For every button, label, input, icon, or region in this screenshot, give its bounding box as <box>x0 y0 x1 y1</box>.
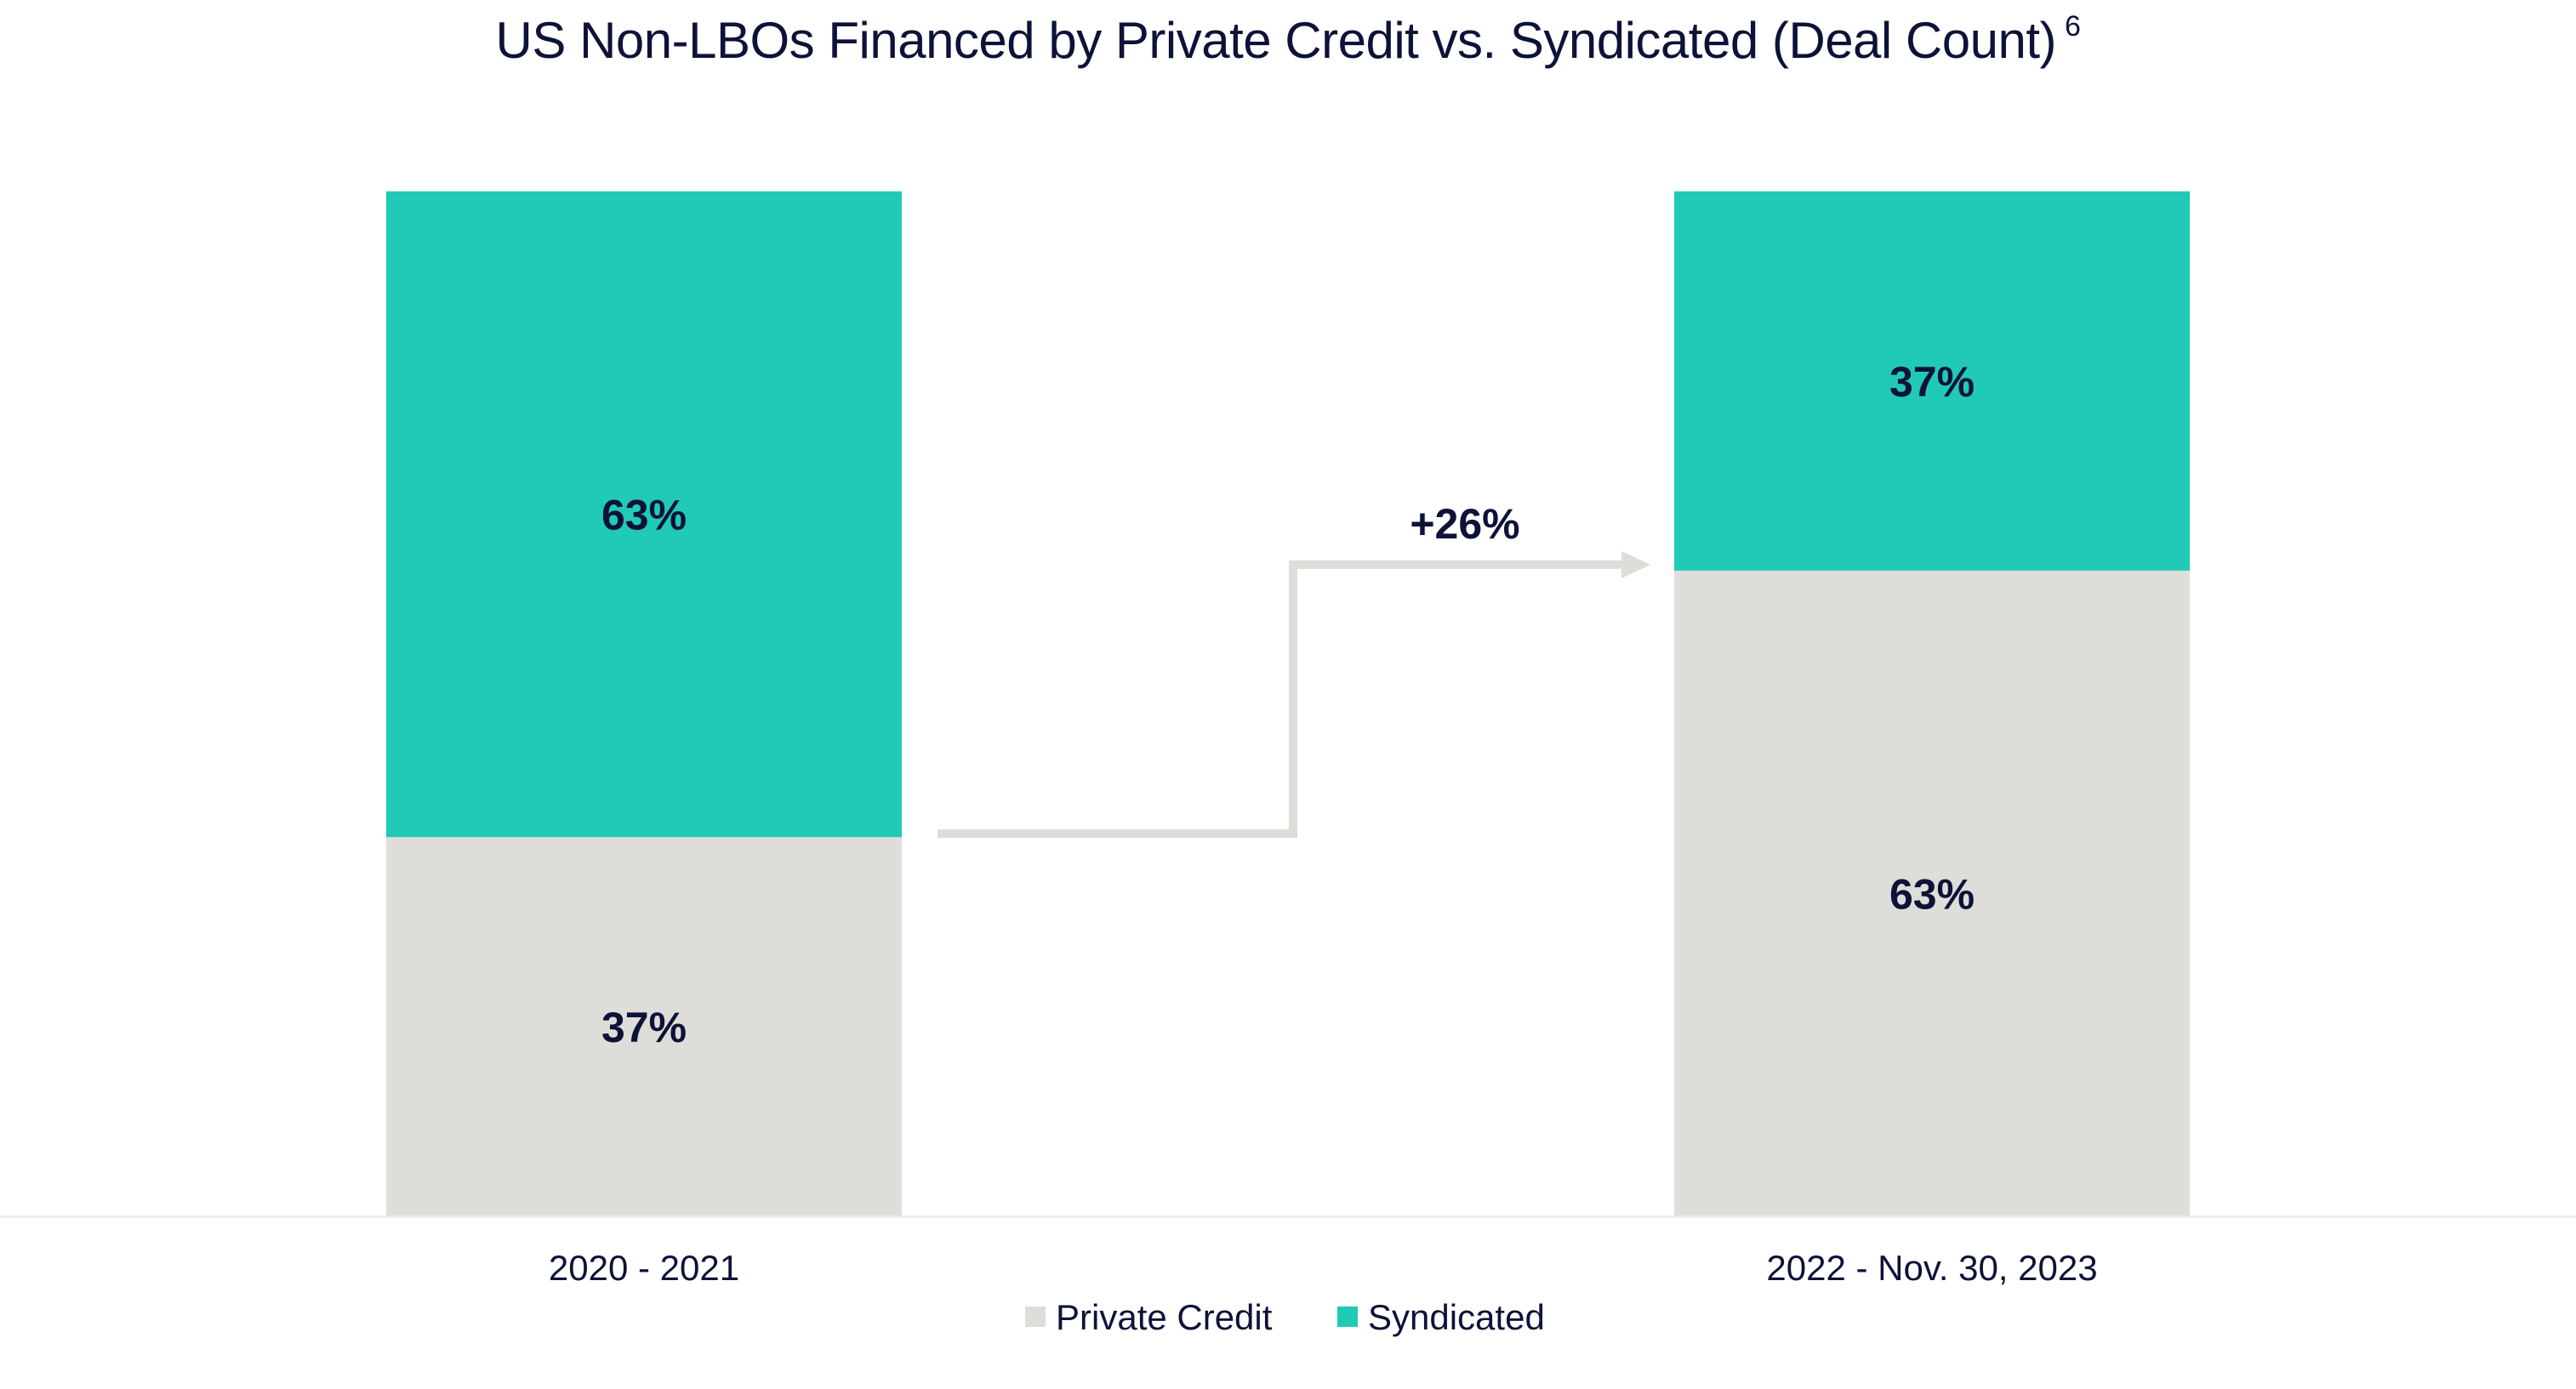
bar-private-credit-0 <box>386 837 902 1216</box>
annotation-arrow-line <box>938 560 1625 839</box>
bar-private-credit-1 <box>1674 570 2190 1216</box>
annotation-arrowhead <box>1621 550 1650 578</box>
data-label: 63% <box>1889 870 1975 918</box>
legend-label-syndicated: Syndicated <box>1368 1297 1545 1337</box>
legend-label-private-credit: Private Credit <box>1056 1297 1273 1337</box>
legend-swatch-syndicated <box>1337 1306 1358 1327</box>
x-tick-label: 2020 - 2021 <box>549 1248 739 1288</box>
chart-title-text: US Non-LBOs Financed by Private Credit v… <box>495 12 2057 69</box>
data-label: 37% <box>601 1004 687 1051</box>
data-label: 37% <box>1889 358 1975 406</box>
annotation-label: +26% <box>1410 500 1519 548</box>
chart-title: US Non-LBOs Financed by Private Credit v… <box>0 10 2576 70</box>
bar-syndicated-1 <box>1674 191 2190 571</box>
chart-title-footnote: 6 <box>2065 10 2081 43</box>
bar-syndicated-0 <box>386 191 902 838</box>
data-label: 63% <box>601 492 687 539</box>
legend-swatch-private-credit <box>1025 1306 1046 1327</box>
x-tick-label: 2022 - Nov. 30, 2023 <box>1766 1248 2097 1288</box>
